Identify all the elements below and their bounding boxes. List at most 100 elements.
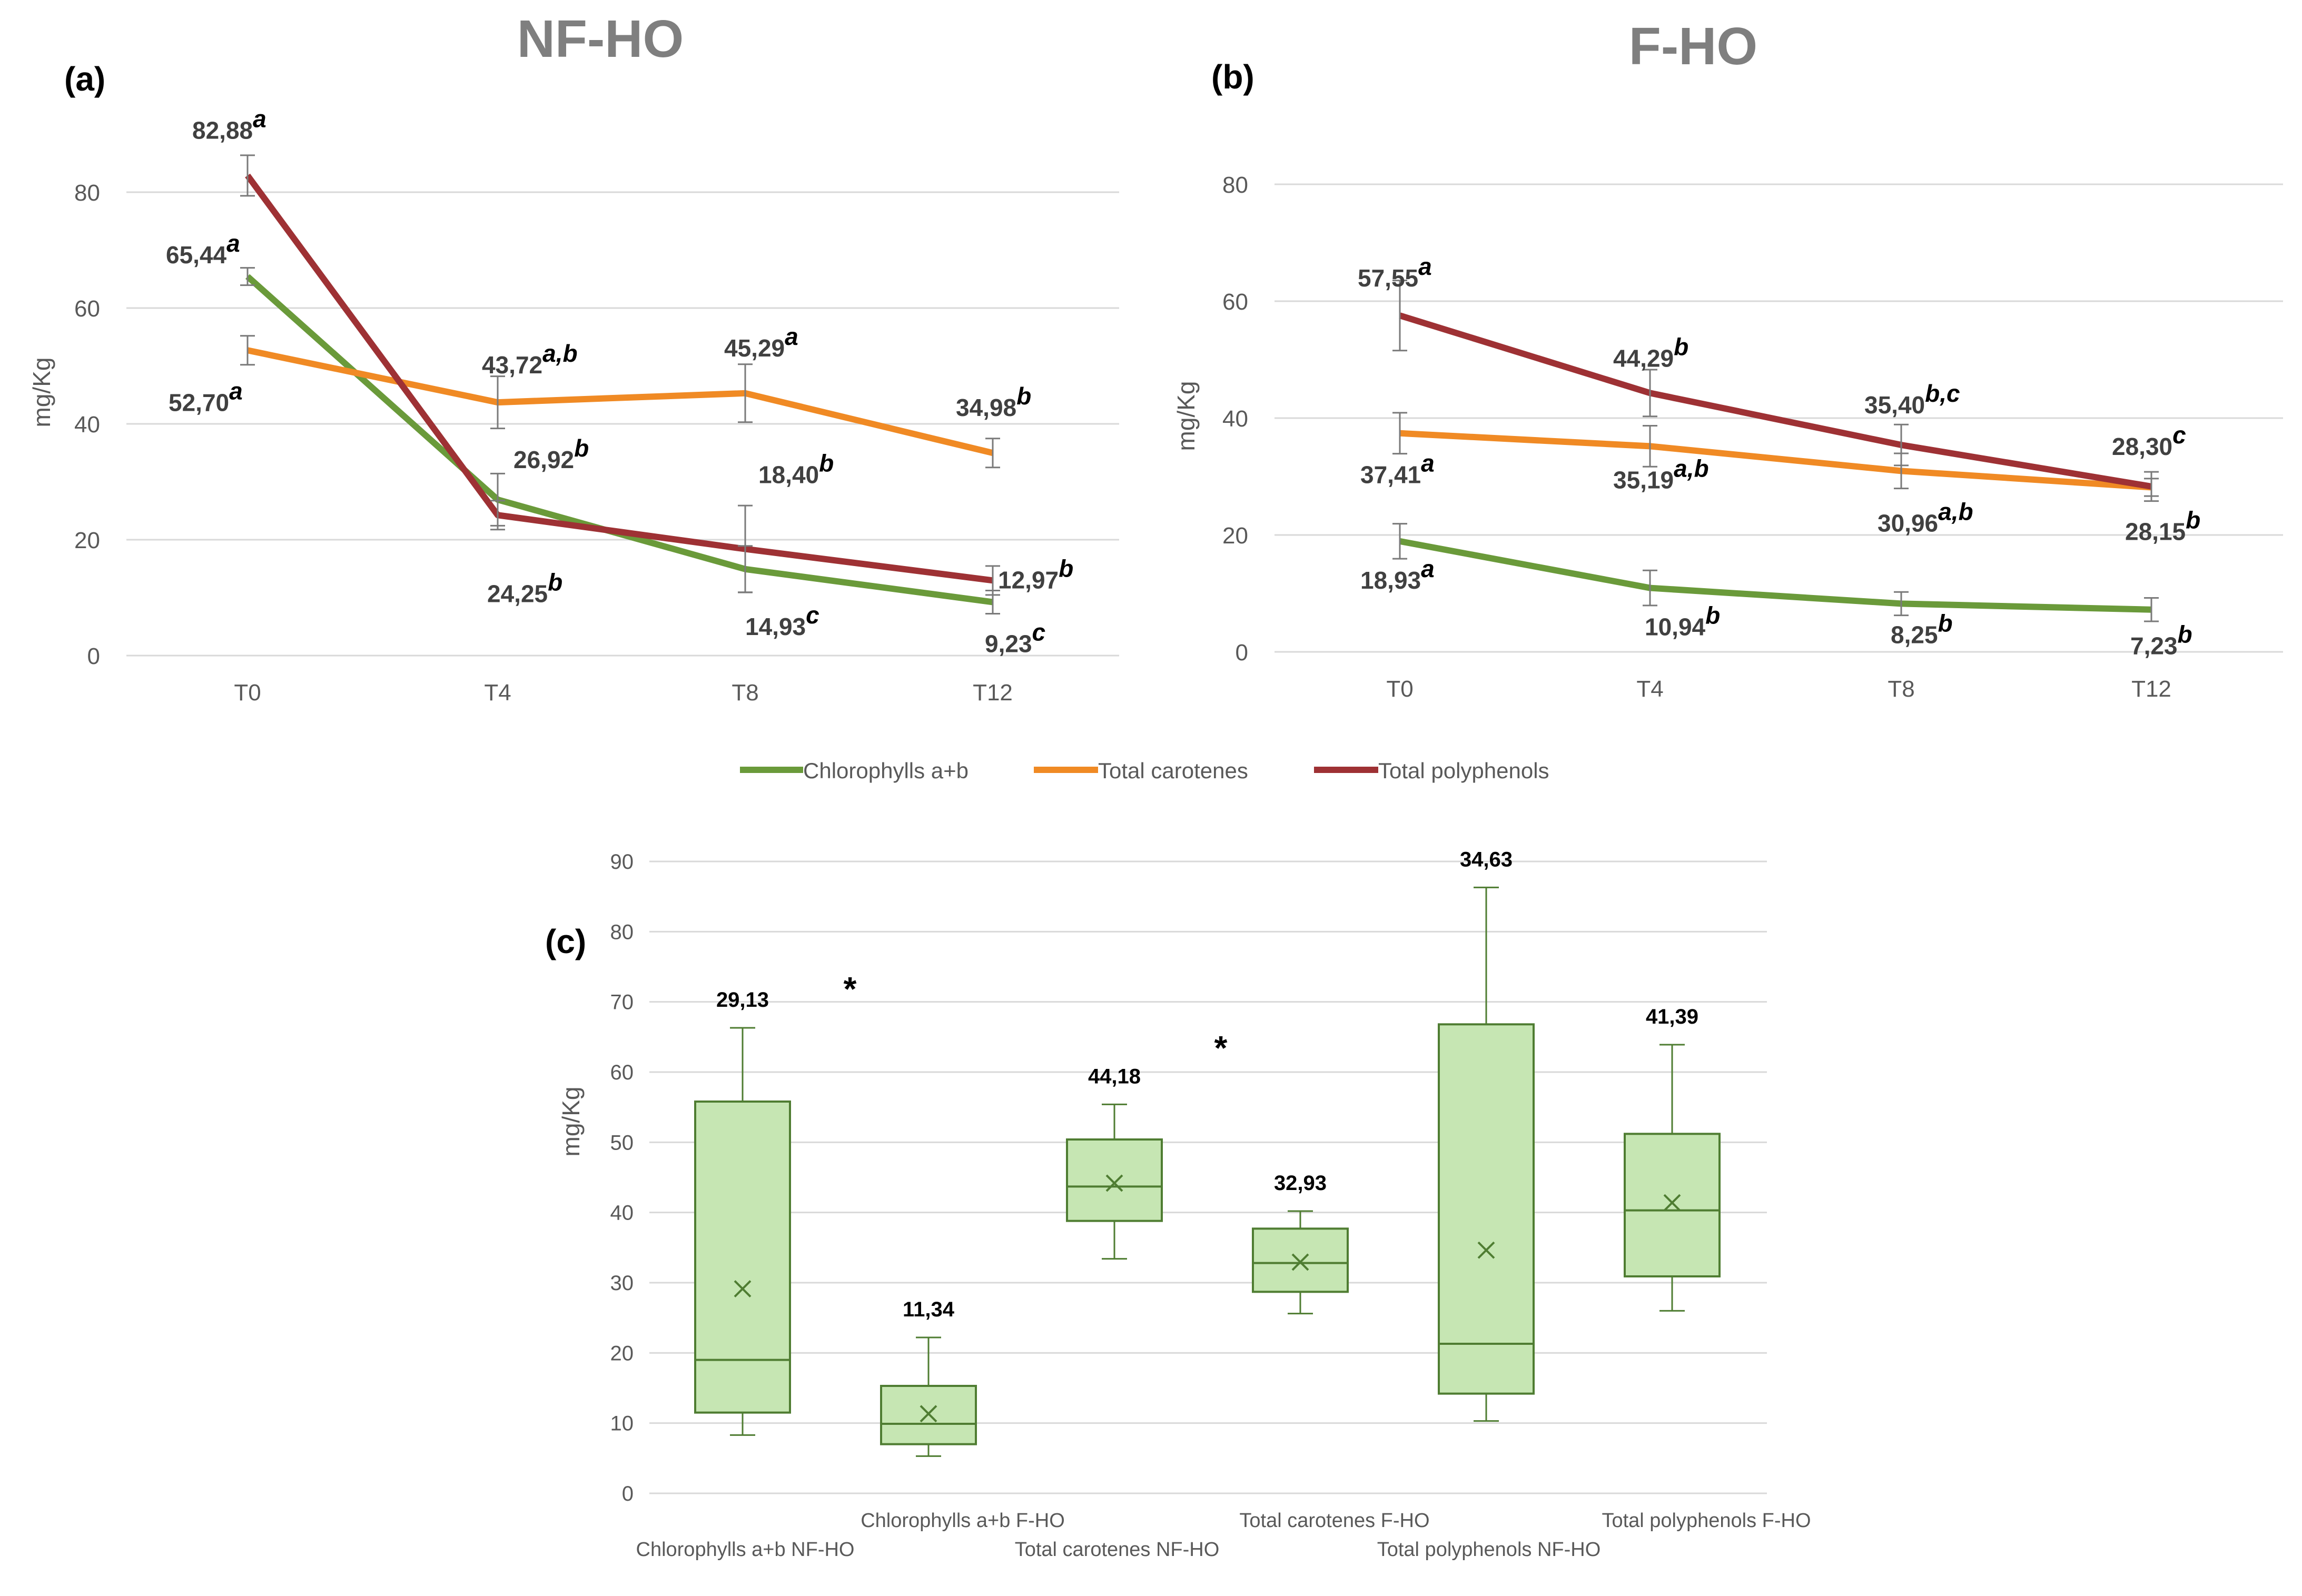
mean-marker [1477,1241,1495,1259]
mean-marker [1105,1174,1123,1192]
box-iqr [1252,1227,1349,1293]
data-label-carotenes: 34,98b [956,382,1031,421]
data-label-polyphenols: 44,29b [1613,333,1688,372]
y-tick-label: 60 [1222,289,1248,315]
mean-marker [1291,1253,1309,1271]
panel-b-title: F-HO [1629,17,1757,76]
y-tick-label: 80 [1222,172,1248,198]
mean-label: 11,34 [903,1298,955,1321]
data-label-polyphenols: 24,25b [487,568,562,607]
panel-a-title: NF-HO [517,9,684,68]
box-iqr [880,1385,977,1445]
mean-label: 44,18 [1088,1065,1141,1088]
significance-marker: * [1214,1029,1228,1067]
data-label-carotenes: 28,15b [2125,507,2200,546]
x-tick-label: T0 [1386,676,1413,702]
series-line-carotenes [1399,430,2152,491]
data-label-chlorophylls: 8,25b [1891,609,1953,648]
line-chart-nf-ho: mg/Kg 0 20 40 60 80 T0 T4 T8 T12 65,44a 26,92b 14,9… [28,105,1119,706]
x-tick-label: Total carotenes F-HO [1239,1510,1429,1532]
box-5: 34,63 [1438,848,1535,1422]
y-axis-label: mg/Kg [1172,381,1200,451]
y-tick-label: 20 [74,528,100,553]
data-label-chlorophylls: 10,94b [1645,602,1720,641]
box-2: 11,34 [880,1298,977,1457]
legend: Chlorophylls a+b Total carotenes Total p… [740,758,1549,783]
box-iqr [694,1101,791,1414]
y-axis-label: mg/Kg [28,358,55,428]
box-3: 44,18 [1066,1065,1163,1260]
box-plot: mg/Kg 0 10 20 30 40 50 60 70 80 90 Chlorophylls a+… [557,848,1811,1561]
data-label-polyphenols: 35,40b,c [1864,380,1960,419]
data-label-carotenes: 45,29a [724,323,798,362]
x-tick-label: Total polyphenols F-HO [1602,1510,1811,1532]
x-tick-label: T12 [2131,676,2171,702]
mean-label: 32,93 [1274,1172,1327,1195]
data-label-chlorophylls: 14,93c [745,601,819,640]
mean-label: 34,63 [1460,848,1513,871]
y-tick-label: 70 [610,991,634,1014]
data-label-carotenes: 30,96a,b [1878,498,1973,537]
data-label-polyphenols: 28,30c [2112,421,2186,460]
data-label-chlorophylls: 7,23b [2130,621,2192,660]
series-line-carotenes [246,347,994,457]
y-tick-label: 40 [1222,406,1248,432]
x-tick-label: T4 [1636,676,1663,702]
y-tick-label: 50 [610,1131,634,1154]
x-tick-label: Total polyphenols NF-HO [1377,1539,1601,1561]
data-label-carotenes: 35,19a,b [1613,454,1709,493]
x-tick-label: T4 [484,680,511,706]
significance-marker: * [844,970,857,1008]
box-iqr [1066,1138,1163,1222]
series-line-polyphenols [1399,312,2152,490]
x-tick-label: Chlorophylls a+b NF-HO [636,1539,855,1561]
legend-label-carotenes: Total carotenes [1098,758,1248,783]
data-label-polyphenols: 18,40b [758,450,834,489]
y-tick-label: 30 [610,1272,634,1295]
data-label-polyphenols: 12,97b [998,554,1073,593]
x-tick-label: Chlorophylls a+b F-HO [861,1510,1065,1532]
y-tick-label: 90 [610,850,634,874]
y-tick-label: 20 [1222,523,1248,549]
data-label-chlorophylls: 9,23c [985,618,1045,657]
data-label-polyphenols: 82,88a [192,105,266,144]
mean-label: 29,13 [716,988,769,1012]
y-tick-label: 40 [610,1202,634,1225]
y-tick-label: 20 [610,1342,634,1365]
mean-label: 41,39 [1646,1005,1698,1028]
y-tick-label: 10 [610,1412,634,1435]
series-line-polyphenols [245,173,993,584]
data-label-polyphenols: 57,55a [1358,253,1432,292]
box-iqr [1624,1133,1721,1277]
x-tick-label: Total carotenes NF-HO [1015,1539,1220,1561]
y-tick-label: 60 [610,1061,634,1084]
box-6: 41,39 [1624,1005,1721,1312]
y-axis-label: mg/Kg [557,1087,585,1157]
x-tick-label: T8 [1888,676,1914,702]
legend-label-polyphenols: Total polyphenols [1378,758,1549,783]
data-label-carotenes: 52,70a [169,377,243,416]
mean-marker [920,1405,937,1423]
panel-a-label: (a) [64,60,105,98]
x-tick-label: T8 [732,680,758,706]
x-tick-label: T12 [973,680,1013,706]
x-tick-label: T0 [234,680,261,706]
data-label-chlorophylls: 18,93a [1360,555,1435,594]
panel-c-label: (c) [545,923,586,960]
y-tick-label: 0 [1236,640,1248,666]
data-label-carotenes: 37,41a [1360,450,1435,489]
mean-marker [734,1280,752,1298]
y-tick-label: 80 [74,180,100,206]
box-iqr [1438,1023,1535,1395]
y-tick-label: 40 [74,412,100,438]
y-tick-label: 60 [74,296,100,322]
panel-b-label: (b) [1211,58,1254,96]
box-1: 29,13 [694,988,791,1436]
data-label-carotenes: 43,72a,b [482,340,578,379]
series-line-chlorophylls [1399,538,2152,613]
y-tick-label: 0 [87,643,100,669]
box-4: 32,93 [1252,1172,1349,1315]
y-tick-label: 0 [622,1482,634,1505]
mean-marker [1663,1194,1681,1212]
